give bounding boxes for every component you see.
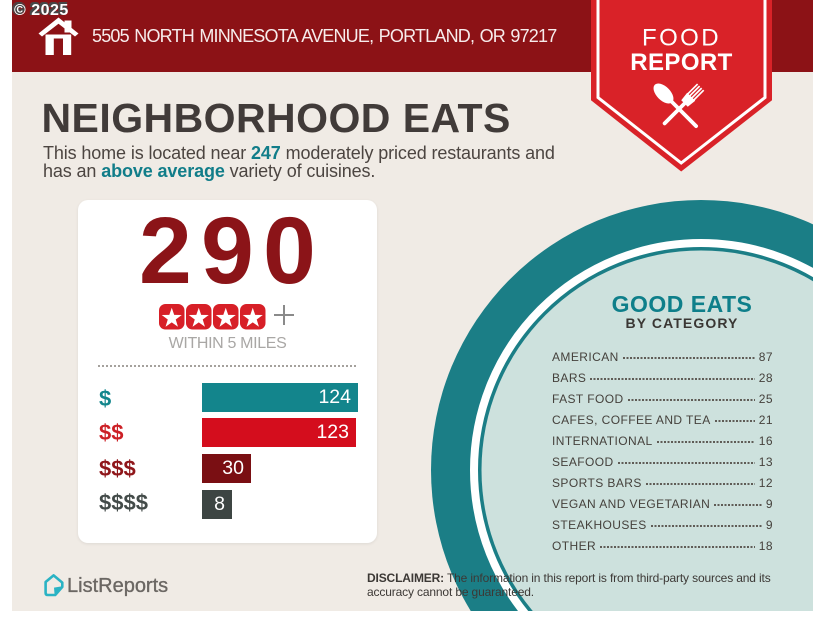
- svg-text:REPORT: REPORT: [630, 49, 732, 76]
- svg-text:FOOD: FOOD: [642, 25, 721, 52]
